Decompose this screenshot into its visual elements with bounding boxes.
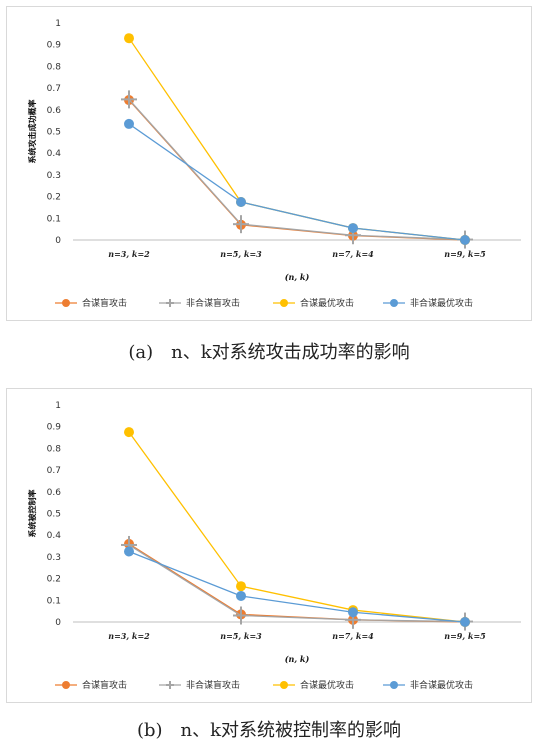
x-tick-label: n=3, k=2	[108, 249, 150, 259]
legend-marker	[390, 681, 398, 689]
y-tick-label: 0.2	[47, 193, 61, 203]
y-tick-label: 0.5	[47, 128, 61, 138]
legend-label: 合谋盲攻击	[82, 679, 127, 691]
x-tick-label: n=3, k=2	[108, 631, 150, 641]
series-line	[128, 550, 466, 623]
legend-label: 非合谋盲攻击	[186, 679, 240, 691]
data-point	[124, 33, 134, 44]
legend-label: 合谋最优攻击	[300, 297, 354, 309]
data-point	[124, 427, 134, 438]
x-tick-label: n=5, k=3	[220, 631, 262, 641]
y-tick-label: 0	[55, 236, 61, 246]
series-line	[128, 544, 466, 623]
y-tick-label: 0.4	[47, 531, 62, 541]
series-line	[128, 99, 466, 241]
legend-label: 合谋盲攻击	[82, 297, 127, 309]
data-point	[236, 581, 246, 592]
data-point	[348, 607, 358, 618]
y-tick-label: 0.9	[47, 41, 62, 51]
series-line	[128, 431, 466, 623]
series-line	[128, 98, 466, 241]
y-tick-label: 0.7	[47, 84, 61, 94]
y-tick-label: 0.6	[47, 488, 62, 498]
legend-marker	[390, 299, 398, 307]
x-tick-label: n=7, k=4	[332, 249, 374, 259]
caption-b: (b) n、k对系统被控制率的影响	[136, 720, 402, 741]
data-point	[233, 606, 249, 625]
x-axis-label: (n, k)	[285, 272, 310, 282]
caption-a: (a) n、k对系统攻击成功率的影响	[128, 342, 410, 363]
series-line	[128, 543, 466, 623]
y-tick-label: 0.9	[47, 423, 62, 433]
series-line	[128, 37, 466, 241]
y-tick-label: 0.3	[47, 553, 61, 563]
legend-marker	[280, 681, 288, 689]
y-tick-label: 0.1	[47, 596, 61, 606]
data-point	[348, 223, 358, 234]
y-tick-label: 0.3	[47, 171, 61, 181]
y-tick-label: 0.1	[47, 214, 61, 224]
x-tick-label: n=9, k=5	[444, 249, 486, 259]
y-tick-label: 0.4	[47, 149, 62, 159]
legend-marker	[280, 299, 288, 307]
chart-panel-b: 0 0.1 0.2 0.3 0.4 0.5 0.6 0.7 0.8 0.9 1 n=3, k=2 n=5…	[6, 388, 532, 703]
chart-a-svg: 0 0.1 0.2 0.3 0.4 0.5 0.6 0.7 0.8 0.9 1 n=3, k=2 n=5…	[27, 19, 521, 309]
y-tick-label: 1	[55, 19, 61, 29]
y-tick-label: 0	[55, 618, 61, 628]
data-point	[460, 617, 470, 627]
data-point	[460, 235, 470, 245]
chart-b-svg: 0 0.1 0.2 0.3 0.4 0.5 0.6 0.7 0.8 0.9 1 n=3, k=2 n=5…	[27, 401, 521, 691]
y-tick-label: 0.7	[47, 466, 61, 476]
series-line	[128, 123, 466, 241]
y-tick-label: 0.5	[47, 510, 61, 520]
x-axis-label: (n, k)	[285, 654, 310, 664]
data-point	[236, 590, 246, 601]
y-tick-label: 1	[55, 401, 61, 411]
data-point	[233, 215, 249, 234]
y-tick-label: 0.6	[47, 106, 62, 116]
data-point	[124, 546, 134, 557]
data-point	[124, 118, 134, 129]
legend-marker	[62, 681, 70, 689]
legend-label: 非合谋最优攻击	[410, 679, 473, 691]
y-tick-label: 0.8	[47, 444, 62, 454]
x-tick-label: n=5, k=3	[220, 249, 262, 259]
y-axis-label: 系统被控制率	[27, 490, 37, 538]
y-tick-label: 0.2	[47, 575, 61, 585]
data-point	[121, 90, 137, 109]
legend-marker	[62, 299, 70, 307]
y-tick-label: 0.8	[47, 62, 62, 72]
legend-label: 合谋最优攻击	[300, 679, 354, 691]
y-axis-label: 系统攻击成功概率	[27, 100, 37, 164]
x-tick-label: n=9, k=5	[444, 631, 486, 641]
data-point	[236, 197, 246, 208]
legend-label: 非合谋盲攻击	[186, 297, 240, 309]
x-tick-label: n=7, k=4	[332, 631, 374, 641]
legend-label: 非合谋最优攻击	[410, 297, 473, 309]
chart-panel-a: 0 0.1 0.2 0.3 0.4 0.5 0.6 0.7 0.8 0.9 1 n=3, k=2 n=5…	[6, 6, 532, 321]
